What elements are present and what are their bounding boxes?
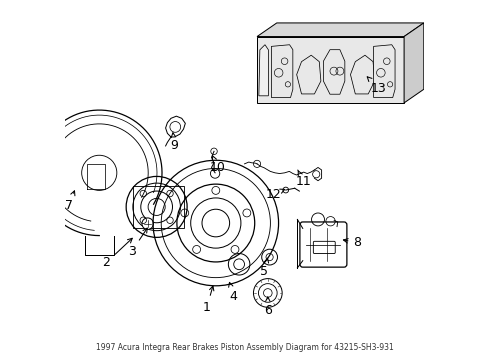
Polygon shape: [258, 45, 268, 96]
Text: 2: 2: [102, 238, 132, 269]
Circle shape: [142, 218, 153, 229]
FancyBboxPatch shape: [299, 222, 346, 267]
Polygon shape: [257, 23, 423, 37]
Text: 8: 8: [343, 236, 361, 249]
Text: 6: 6: [264, 297, 271, 318]
Polygon shape: [257, 37, 403, 103]
Polygon shape: [373, 45, 394, 98]
Text: 9: 9: [170, 133, 178, 152]
Text: 4: 4: [228, 282, 237, 303]
Circle shape: [202, 209, 229, 237]
Text: 7: 7: [64, 191, 75, 212]
Text: 1: 1: [203, 286, 213, 314]
Polygon shape: [350, 55, 374, 94]
Text: 3: 3: [127, 228, 147, 258]
Text: 13: 13: [366, 77, 386, 95]
Polygon shape: [296, 55, 320, 94]
Polygon shape: [323, 50, 344, 94]
Text: 5: 5: [260, 258, 268, 278]
Polygon shape: [403, 23, 423, 103]
Text: 1997 Acura Integra Rear Brakes Piston Assembly Diagram for 43215-SH3-931: 1997 Acura Integra Rear Brakes Piston As…: [96, 343, 392, 352]
Text: 11: 11: [295, 170, 311, 188]
Text: 12: 12: [265, 188, 284, 201]
Polygon shape: [271, 45, 292, 98]
Text: 10: 10: [209, 156, 225, 174]
